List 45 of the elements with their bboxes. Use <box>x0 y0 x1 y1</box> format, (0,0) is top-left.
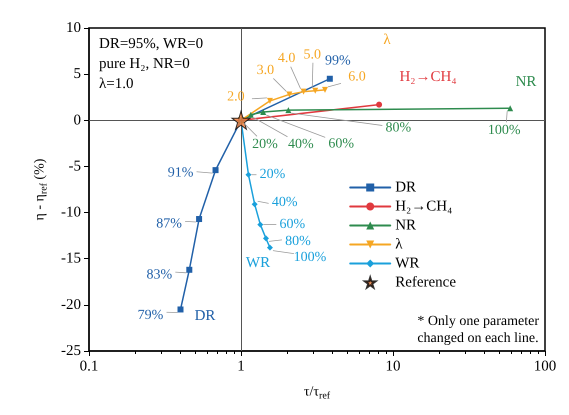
annotation: 6.0 <box>348 69 366 84</box>
legend-label: NR <box>395 218 416 234</box>
legend-label: Reference <box>395 274 456 290</box>
annotation: 80% <box>285 234 312 249</box>
annotation: 3.0 <box>256 62 274 78</box>
annotation: NR <box>516 74 536 90</box>
y-tick-label: -5 <box>68 158 81 174</box>
annotation: 60% <box>328 136 354 152</box>
y-tick-label: 10 <box>66 20 81 36</box>
annotation: * Only one parameter changed on each line. <box>417 314 540 346</box>
legend-label: H₂→CH₄ <box>395 198 452 214</box>
annotation: DR=95%, WR=0 pure H₂, NR=0 λ=1.0 <box>99 36 204 92</box>
legend-label: λ <box>395 236 404 252</box>
legend-label: WR <box>395 256 420 272</box>
y-tick-label: -10 <box>61 204 81 221</box>
legend-label: DR <box>395 180 416 196</box>
y-tick-label: 5 <box>74 66 81 82</box>
annotation: WR <box>246 255 270 271</box>
annotation: 91% <box>168 166 194 181</box>
x-tick-label: 100 <box>534 358 556 374</box>
y-tick-label: 0 <box>74 112 81 128</box>
annotation: 87% <box>156 216 182 232</box>
annotation: 4.0 <box>278 51 296 66</box>
y-tick-label: -15 <box>61 250 81 267</box>
annotation: 20% <box>252 136 278 152</box>
x-tick-label: 1 <box>237 358 245 374</box>
annotation: 20% <box>260 167 286 182</box>
x-tick-label: 10 <box>386 358 400 374</box>
annotation: 100% <box>488 122 521 138</box>
annotation: 60% <box>279 217 306 232</box>
annotation: 100% <box>294 250 327 266</box>
annotation: 5.0 <box>304 47 322 62</box>
annotation: 99% <box>324 53 351 68</box>
annotation: λ <box>383 32 392 48</box>
y-tick-label: -25 <box>61 343 81 359</box>
annotation: 80% <box>386 120 412 136</box>
y-tick-label: -20 <box>61 296 81 313</box>
x-tick-label: 0.1 <box>80 358 98 374</box>
annotation: 40% <box>288 137 314 152</box>
y-axis-title: η - ηref (%) <box>32 158 50 220</box>
annotation: 83% <box>146 267 172 282</box>
annotation: DR <box>194 308 216 324</box>
annotation: 40% <box>272 194 298 210</box>
annotation: 79% <box>138 308 164 323</box>
annotation: H₂→CH₄ <box>399 69 457 85</box>
